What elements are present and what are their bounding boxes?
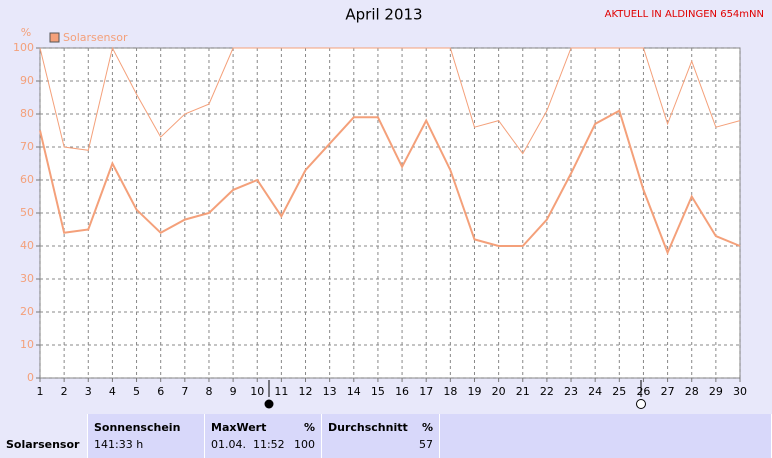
x-tick-label: 8 xyxy=(205,385,212,398)
chart-subtitle: AKTUELL IN ALDINGEN 654mNN xyxy=(605,9,764,20)
x-tick-label: 5 xyxy=(133,385,140,398)
full-moon xyxy=(636,399,646,409)
x-tick-label: 22 xyxy=(540,385,554,398)
y-tick-label: 90 xyxy=(20,74,34,87)
x-tick-label: 10 xyxy=(250,385,264,398)
x-tick-label: 19 xyxy=(467,385,481,398)
y-tick-label: 0 xyxy=(27,371,34,384)
chart-title: April 2013 xyxy=(345,6,422,24)
x-tick-label: 16 xyxy=(395,385,409,398)
value: 100 xyxy=(294,438,315,451)
x-tick-label: 13 xyxy=(323,385,337,398)
x-tick-label: 18 xyxy=(443,385,457,398)
x-tick-label: 20 xyxy=(492,385,506,398)
x-tick-label: 24 xyxy=(588,385,602,398)
x-tick-label: 6 xyxy=(157,385,164,398)
x-tick-label: 15 xyxy=(371,385,385,398)
x-tick-label: 23 xyxy=(564,385,578,398)
header: MaxWert xyxy=(211,421,267,434)
time: 01.04. 11:52 xyxy=(211,438,285,451)
chart: April 2013 AKTUELL IN ALDINGEN 654mNN % … xyxy=(13,6,764,409)
x-tick-label: 1 xyxy=(37,385,44,398)
header: Sonnenschein xyxy=(94,421,181,434)
unit: % xyxy=(421,421,433,434)
sun-cell: Sonnenschein 141:33 h xyxy=(88,414,205,458)
value: 57 xyxy=(419,438,433,451)
x-tick-label: 7 xyxy=(181,385,188,398)
x-tick-label: 29 xyxy=(709,385,723,398)
x-tick-label: 26 xyxy=(636,385,650,398)
empty-cell xyxy=(440,414,772,458)
y-tick-label: 20 xyxy=(20,305,34,318)
y-tick-label: 60 xyxy=(20,173,34,186)
x-tick-label: 30 xyxy=(733,385,747,398)
series-line xyxy=(39,109,741,256)
x-tick-label: 12 xyxy=(299,385,313,398)
x-tick-label: 27 xyxy=(661,385,675,398)
y-tick-label: 70 xyxy=(20,140,34,153)
x-tick-label: 3 xyxy=(85,385,92,398)
unit: % xyxy=(303,421,315,434)
y-tick-label: 10 xyxy=(20,338,34,351)
moon-icons xyxy=(264,380,646,409)
summary-table: Solarsensor Sonnenschein 141:33 h MaxWert… xyxy=(0,414,772,458)
x-tick-label: 25 xyxy=(612,385,626,398)
new-moon xyxy=(264,399,274,409)
x-tick-label: 4 xyxy=(109,385,116,398)
x-tick-label: 14 xyxy=(347,385,361,398)
legend-swatch xyxy=(49,32,60,43)
x-tick-label: 2 xyxy=(61,385,68,398)
x-tick-label: 11 xyxy=(274,385,288,398)
y-tick-label: 40 xyxy=(20,239,34,252)
x-tick-label: 9 xyxy=(230,385,237,398)
max-cell: MaxWert% 01.04. 11:52 100 xyxy=(205,414,322,458)
value: 141:33 h xyxy=(94,438,144,451)
x-tick-label: 28 xyxy=(685,385,699,398)
x-tick-label: 21 xyxy=(516,385,530,398)
x-tick-label: 17 xyxy=(419,385,433,398)
y-tick-label: 50 xyxy=(20,206,34,219)
y-label: % xyxy=(21,26,31,39)
row-label: Solarsensor xyxy=(6,438,80,451)
row-label-cell: Solarsensor xyxy=(0,414,88,458)
y-tick-label: 30 xyxy=(20,272,34,285)
y-tick-label: 80 xyxy=(20,107,34,120)
series-line xyxy=(39,46,741,155)
header: Durchschnitt xyxy=(328,421,408,434)
avg-cell: Durchschnitt% 57 xyxy=(322,414,440,458)
legend-label: Solarsensor xyxy=(63,31,128,44)
y-tick-label: 100 xyxy=(13,41,34,54)
